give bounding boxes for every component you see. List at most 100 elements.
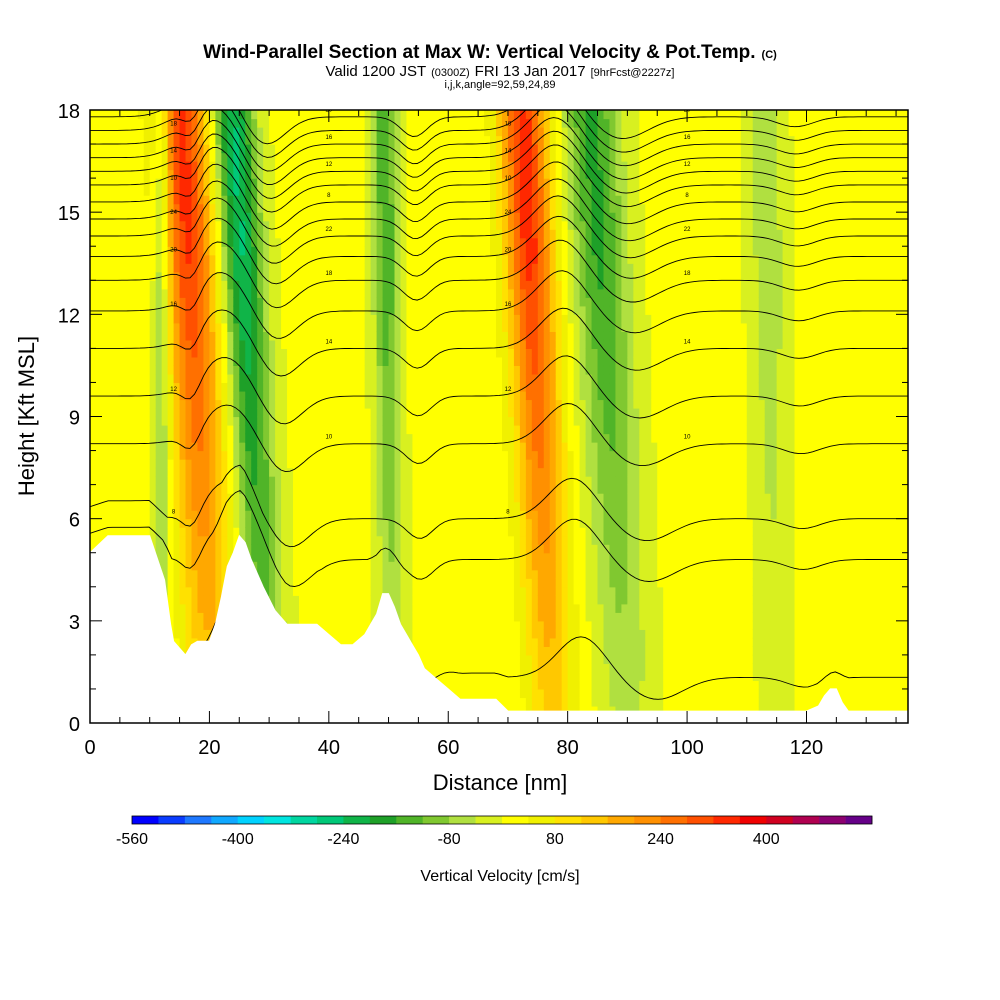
velocity-cell [436, 161, 443, 171]
velocity-cell [251, 544, 258, 554]
velocity-cell [364, 297, 372, 307]
velocity-cell [155, 493, 163, 503]
velocity-cell [263, 535, 270, 545]
velocity-cell [322, 280, 330, 290]
velocity-cell [352, 382, 360, 392]
velocity-cell [442, 493, 449, 503]
velocity-cell [436, 178, 443, 188]
velocity-cell [490, 433, 497, 443]
velocity-cell [370, 186, 378, 196]
velocity-cell [191, 127, 199, 137]
velocity-cell [155, 135, 163, 145]
velocity-cell [424, 629, 431, 639]
velocity-cell [442, 527, 449, 537]
velocity-cell [472, 390, 479, 401]
velocity-cell [155, 365, 163, 375]
velocity-cell [191, 442, 199, 452]
velocity-cell [161, 246, 169, 256]
velocity-cell [143, 433, 151, 443]
velocity-cell [293, 518, 300, 528]
velocity-cell [251, 459, 258, 469]
velocity-cell [358, 203, 366, 213]
velocity-cell [490, 620, 497, 630]
velocity-cell [478, 212, 485, 222]
velocity-cell [90, 127, 97, 137]
velocity-cell [125, 127, 133, 137]
velocity-cell [167, 382, 175, 392]
velocity-cell [161, 288, 169, 298]
velocity-cell [478, 314, 485, 324]
velocity-cell [275, 535, 282, 545]
velocity-cell [269, 263, 276, 273]
velocity-cell [490, 322, 497, 332]
velocity-cell [454, 161, 461, 171]
velocity-cell [298, 229, 306, 239]
velocity-cell [179, 595, 187, 605]
velocity-cell [251, 373, 258, 384]
velocity-cell [227, 237, 234, 247]
velocity-cell [442, 501, 449, 511]
velocity-cell [490, 118, 497, 128]
velocity-cell [466, 646, 473, 656]
velocity-cell [119, 254, 127, 264]
velocity-cell [418, 544, 425, 554]
velocity-cell [101, 467, 109, 477]
velocity-cell [221, 246, 228, 256]
velocity-cell [424, 510, 431, 520]
velocity-cell [334, 110, 342, 120]
velocity-cell [370, 237, 378, 247]
velocity-cell [376, 501, 384, 511]
velocity-cell [376, 382, 384, 392]
velocity-cell [287, 578, 294, 588]
velocity-cell [484, 569, 491, 579]
velocity-cell [257, 552, 264, 562]
velocity-cell [95, 254, 103, 264]
velocity-cell [400, 339, 408, 349]
velocity-cell [107, 399, 115, 409]
velocity-cell [388, 280, 396, 290]
velocity-cell [436, 220, 443, 230]
velocity-cell [340, 161, 348, 171]
velocity-cell [95, 280, 103, 290]
velocity-cell [394, 237, 402, 247]
velocity-cell [95, 433, 103, 443]
velocity-cell [442, 220, 449, 230]
velocity-cell [161, 365, 169, 375]
velocity-cell [442, 203, 449, 213]
velocity-cell [466, 493, 473, 503]
velocity-cell [388, 416, 396, 426]
velocity-cell [334, 144, 342, 154]
velocity-cell [173, 544, 181, 554]
velocity-cell [143, 339, 151, 349]
velocity-cell [454, 646, 461, 656]
velocity-cell [310, 144, 318, 154]
velocity-cell [179, 416, 187, 426]
velocity-cell [382, 373, 390, 384]
velocity-cell [478, 399, 485, 409]
velocity-cell [107, 229, 115, 239]
velocity-cell [95, 186, 103, 196]
velocity-cell [298, 314, 306, 324]
velocity-cell [191, 288, 199, 298]
velocity-cell [388, 314, 396, 324]
velocity-cell [334, 246, 342, 256]
velocity-cell [454, 561, 461, 571]
velocity-cell [364, 493, 372, 503]
velocity-cell [352, 186, 360, 196]
velocity-cell [167, 493, 175, 503]
velocity-cell [412, 152, 419, 162]
velocity-cell [430, 595, 437, 605]
velocity-cell [316, 118, 324, 128]
velocity-cell [400, 263, 408, 273]
velocity-cell [119, 229, 127, 239]
velocity-cell [418, 161, 425, 171]
velocity-cell [257, 382, 264, 392]
velocity-cell [161, 425, 169, 435]
velocity-cell [322, 135, 330, 145]
velocity-cell [179, 331, 187, 341]
velocity-cell [346, 459, 354, 469]
velocity-cell [161, 467, 169, 477]
velocity-cell [442, 620, 449, 630]
velocity-cell [113, 356, 121, 367]
velocity-cell [412, 501, 419, 511]
